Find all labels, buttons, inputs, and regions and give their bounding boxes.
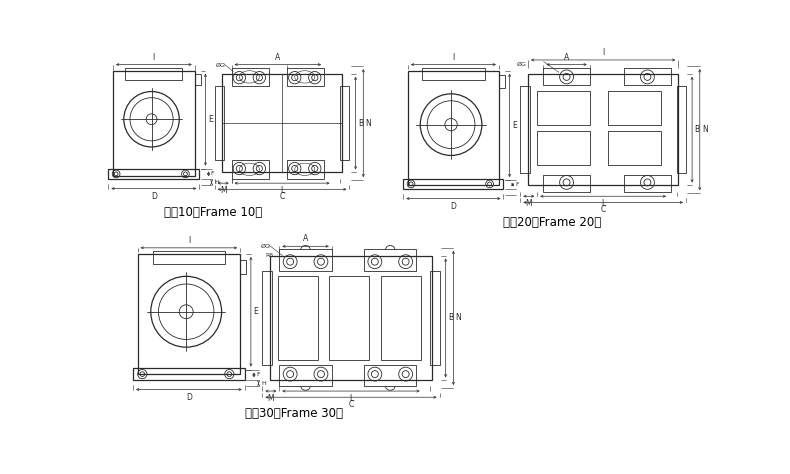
Text: A: A — [564, 53, 570, 62]
Text: H: H — [261, 381, 265, 386]
Bar — [278, 275, 318, 360]
Text: H: H — [214, 180, 219, 185]
Text: B: B — [358, 118, 363, 128]
Bar — [404, 179, 503, 189]
Text: D: D — [151, 191, 156, 201]
Bar — [364, 365, 416, 386]
Bar — [280, 249, 332, 271]
Bar — [231, 68, 269, 86]
Text: C: C — [600, 206, 606, 215]
Text: N: N — [456, 313, 461, 322]
Text: I: I — [452, 53, 454, 62]
Text: F: F — [211, 172, 214, 176]
Bar — [287, 68, 324, 86]
Text: E: E — [253, 307, 258, 316]
Bar — [287, 160, 324, 179]
Text: I: I — [188, 236, 190, 245]
Text: R6: R6 — [265, 253, 273, 258]
Text: M: M — [220, 186, 227, 195]
Text: C: C — [280, 192, 284, 201]
Bar — [537, 131, 589, 164]
Bar — [340, 86, 349, 160]
Text: ØG: ØG — [260, 244, 270, 248]
Text: 机座30（Frame 30）: 机座30（Frame 30） — [245, 407, 343, 420]
Text: ØG: ØG — [517, 62, 526, 67]
Text: A: A — [303, 234, 308, 243]
Bar — [624, 68, 671, 84]
Bar — [624, 175, 671, 191]
Bar — [137, 254, 240, 374]
Bar — [133, 368, 245, 380]
Bar — [262, 271, 272, 365]
Text: N: N — [702, 125, 708, 134]
Bar — [431, 271, 439, 365]
Bar — [153, 251, 224, 264]
Bar — [280, 365, 332, 386]
Bar — [608, 91, 660, 125]
Bar — [329, 275, 370, 360]
Text: 机座20（Frame 20）: 机座20（Frame 20） — [502, 216, 601, 229]
Text: B: B — [448, 313, 453, 322]
Bar — [223, 74, 342, 173]
Bar — [240, 260, 246, 274]
Text: E: E — [208, 115, 213, 124]
Text: 机座10（Frame 10）: 机座10（Frame 10） — [164, 206, 262, 219]
Text: D: D — [450, 201, 457, 210]
Text: A: A — [275, 53, 280, 62]
Text: N: N — [366, 118, 371, 128]
Text: ØG: ØG — [216, 63, 225, 68]
Bar — [215, 86, 224, 160]
Text: L: L — [601, 200, 605, 209]
Text: D: D — [186, 392, 192, 401]
Bar — [498, 75, 505, 88]
Text: E: E — [512, 121, 517, 130]
Bar — [108, 169, 199, 179]
Text: F: F — [256, 373, 260, 377]
Text: F: F — [515, 182, 518, 187]
Text: B: B — [694, 125, 699, 134]
Bar — [194, 74, 201, 84]
Text: M: M — [268, 394, 274, 403]
Bar — [126, 68, 182, 80]
Bar — [381, 275, 421, 360]
Text: L: L — [280, 186, 284, 195]
Bar — [408, 71, 498, 185]
Bar — [270, 255, 432, 380]
Bar — [677, 86, 686, 173]
Text: I: I — [152, 53, 155, 62]
Bar — [364, 249, 416, 271]
Text: M: M — [525, 200, 532, 209]
Bar — [608, 131, 660, 164]
Bar — [113, 71, 194, 176]
Bar — [537, 91, 589, 125]
Bar — [544, 175, 589, 191]
Text: C: C — [348, 401, 354, 410]
Bar — [528, 74, 679, 185]
Text: I: I — [602, 48, 604, 57]
Bar — [521, 86, 529, 173]
Bar — [231, 160, 269, 179]
Bar — [422, 68, 485, 80]
Bar — [544, 68, 589, 84]
Text: L: L — [349, 394, 353, 403]
